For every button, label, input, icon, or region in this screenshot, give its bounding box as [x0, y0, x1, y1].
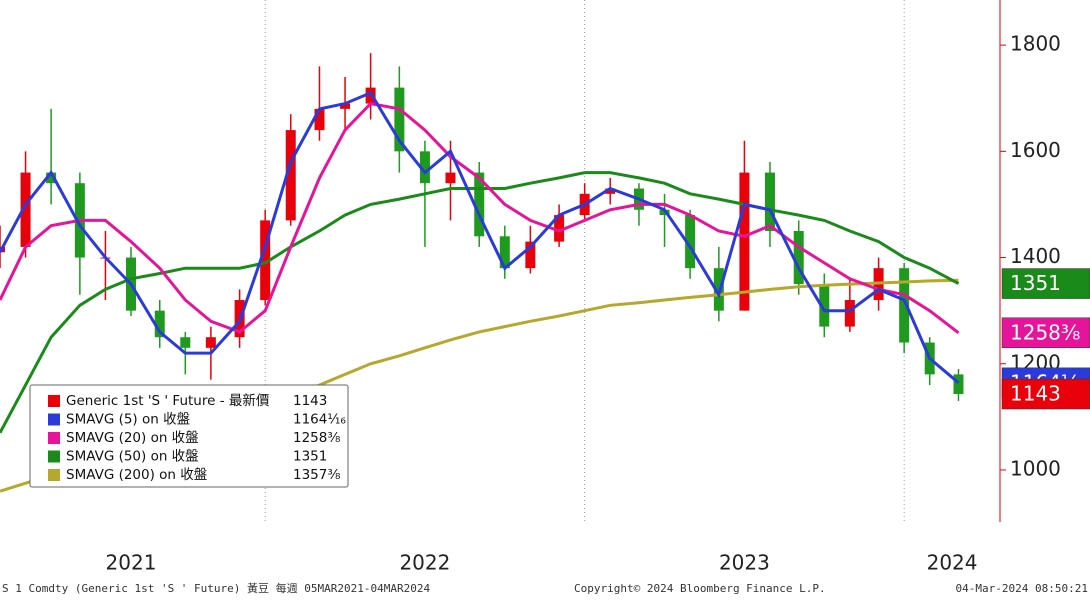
candle-body [180, 337, 191, 348]
candle-body [419, 151, 430, 184]
legend-swatch [48, 395, 60, 407]
value-tag-label: 1258³⁄₈ [1010, 320, 1080, 344]
value-tag-label: 1351 [1010, 271, 1061, 295]
candle-body [899, 268, 910, 343]
candle-body [554, 215, 565, 242]
x-tick-label: 2022 [399, 551, 450, 575]
candle-body [819, 284, 830, 327]
legend-label: SMAVG (20) on 收盤 [66, 430, 199, 446]
legend-swatch [48, 450, 60, 463]
candle-body [314, 108, 325, 131]
candle-body [46, 172, 57, 184]
value-tag [1001, 317, 1090, 349]
candle-body [205, 337, 216, 348]
copyright: Copyright© 2024 Bloomberg Finance L.P. [574, 582, 826, 595]
legend-label: Generic 1st 'S ' Future - 最新價 [66, 393, 270, 409]
candle-body [340, 103, 351, 109]
legend: Generic 1st 'S ' Future - 最新價 1143 SMAVG (… [29, 384, 349, 488]
ma-line [0, 91, 960, 384]
candle-body [394, 87, 405, 152]
legend-value: 1357³⁄₈ [293, 467, 340, 483]
candle-body [953, 374, 964, 395]
ma-line [0, 171, 960, 434]
candle-body [154, 310, 165, 338]
legend-swatch [48, 432, 60, 444]
x-tick-label: 2021 [106, 551, 157, 575]
y-tick-label: 1600 [1010, 138, 1061, 162]
candle-body [445, 172, 456, 184]
price-tag [1001, 378, 1090, 410]
candle-body [260, 220, 271, 301]
legend-value: 1351 [293, 449, 327, 465]
price-tag-label: 1143 [1010, 382, 1061, 406]
timestamp: 04-Mar-2024 08:50:21 [956, 582, 1088, 595]
candle-body [739, 172, 750, 311]
candle-body [525, 241, 536, 269]
legend-label: SMAVG (50) on 收盤 [66, 449, 199, 465]
candle-body [605, 188, 616, 194]
legend-box [29, 384, 349, 488]
candle-body [764, 172, 775, 231]
legend-value: 1164¹⁄₁₆ [293, 412, 346, 428]
candle-body [285, 130, 296, 221]
legend-value: 1258³⁄₈ [293, 430, 340, 446]
candle-body [474, 172, 485, 237]
x-tick-label: 2023 [719, 551, 770, 575]
y-tick-label: 1800 [1010, 32, 1061, 56]
y-tick-label: 1400 [1010, 244, 1061, 268]
x-tick-label: 2024 [927, 551, 978, 575]
y-tick-label: 1000 [1010, 456, 1061, 480]
candle-body [685, 215, 696, 269]
ma-line [0, 101, 960, 334]
legend-label: SMAVG (5) on 收盤 [66, 412, 191, 428]
candle-body [844, 300, 855, 327]
legend-label: SMAVG (200) on 收盤 [66, 467, 208, 483]
value-tag [1001, 268, 1090, 299]
legend-value: 1143 [293, 393, 327, 409]
candle-body [793, 230, 804, 285]
candle-body [499, 236, 510, 269]
candle-body [20, 172, 31, 247]
source-note: S 1 Comdty (Generic 1st 'S ' Future) 黃豆 … [2, 581, 430, 595]
legend-swatch [48, 413, 60, 426]
legend-swatch [48, 469, 60, 481]
